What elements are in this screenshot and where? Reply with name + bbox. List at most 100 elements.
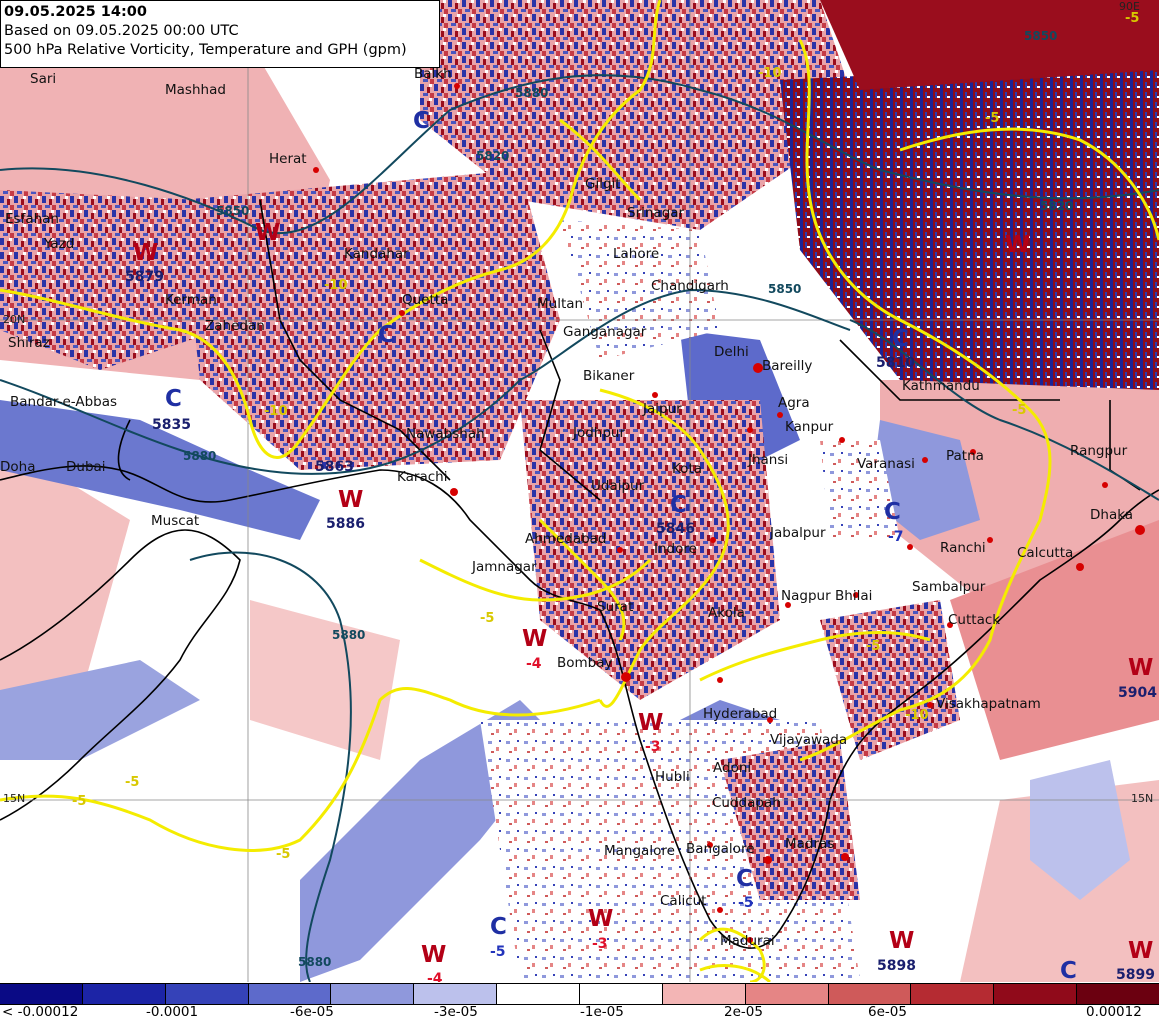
- warm-system-marker: W: [338, 487, 364, 513]
- city-label: Ranchi: [940, 540, 986, 556]
- legend-label: -3e-05: [434, 1004, 478, 1020]
- city-label: Kathmandu: [902, 378, 980, 394]
- legend-swatch: [662, 984, 746, 1004]
- city-label: Ahmedabad: [525, 531, 607, 547]
- legend-swatch: [331, 984, 415, 1004]
- city-label: Hubli: [655, 769, 690, 785]
- legend-swatch: [828, 984, 912, 1004]
- map-area: Sari Mashhad Balkh Herat Esfahan Yazd Ka…: [0, 0, 1159, 982]
- city-label: Balkh: [414, 66, 452, 82]
- city-label: Visakhapatnam: [936, 696, 1041, 712]
- city-label: Sari: [30, 71, 57, 87]
- temp-contour-label: -5: [480, 611, 495, 626]
- warm-system-marker: W: [1128, 938, 1154, 964]
- cold-system-marker: C: [736, 866, 753, 892]
- city-label: Esfahan: [5, 211, 59, 227]
- system-value: -7: [888, 529, 904, 545]
- city-label: Kerman: [165, 292, 217, 308]
- temp-contour-label: -5: [866, 639, 881, 654]
- city-label: Doha: [0, 459, 36, 475]
- vorticity-field: [0, 0, 1159, 982]
- legend-label: 2e-05: [724, 1004, 763, 1020]
- legend-swatch: [414, 984, 498, 1004]
- system-value: 5846: [656, 521, 695, 537]
- warm-system-marker: W: [421, 942, 447, 968]
- legend-swatch: [994, 984, 1078, 1004]
- temp-contour-label: -5: [1012, 403, 1027, 418]
- system-value: 5898: [877, 958, 916, 974]
- legend-swatch: [82, 984, 166, 1004]
- city-label: Karachi: [397, 469, 448, 485]
- legend-label: 0.00012: [1086, 1004, 1142, 1020]
- city-label: Surat: [597, 599, 634, 615]
- color-legend: < -0.00012 -0.0001 -6e-05 -3e-05 -1e-05 …: [0, 982, 1159, 1024]
- cold-system-marker: C: [884, 499, 901, 525]
- city-label: Herat: [269, 151, 307, 167]
- city-label: Patna: [946, 448, 984, 464]
- temp-contour-label: -10: [324, 278, 348, 293]
- warm-system-marker: W: [522, 626, 548, 652]
- legend-label: 6e-05: [868, 1004, 907, 1020]
- gph-contour-label: 5820: [1040, 199, 1074, 213]
- city-label: Muscat: [151, 513, 200, 529]
- city-label: Kandahar: [344, 246, 409, 262]
- city-label: Shiraz: [8, 335, 50, 351]
- system-value: -4: [427, 971, 443, 982]
- city-label: Delhi: [714, 344, 749, 360]
- temp-contour-label: -10: [758, 66, 782, 81]
- city-label: Jhansi: [748, 452, 789, 468]
- city-label: Calcutta: [1017, 545, 1074, 561]
- city-label: Agra: [778, 395, 810, 411]
- system-value: -5: [490, 944, 506, 960]
- valid-time: 09.05.2025 14:00: [4, 4, 147, 20]
- gph-contour-label: 5880: [298, 955, 332, 969]
- city-label: Sambalpur: [912, 579, 986, 595]
- city-label: Madras: [785, 836, 835, 852]
- warm-system-marker: W: [889, 928, 915, 954]
- temp-contour-label: -5: [276, 847, 291, 862]
- cold-system-marker: C: [490, 914, 507, 940]
- city-label: Dhaka: [1090, 507, 1134, 523]
- city-label: Srinagar: [627, 205, 685, 221]
- city-label: Kota: [672, 461, 703, 477]
- city-label: Bandar-e-Abbas: [10, 394, 118, 410]
- system-value: 5886: [326, 516, 365, 532]
- system-value: -3: [645, 739, 661, 755]
- info-box: 09.05.2025 14:00 Based on 09.05.2025 00:…: [0, 0, 440, 68]
- city-label: Madurai: [720, 933, 775, 949]
- city-label: Indore: [654, 541, 697, 557]
- city-label: Multan: [537, 296, 584, 312]
- legend-swatch: [0, 984, 83, 1004]
- city-label: Dubai: [66, 459, 106, 475]
- legend-swatch: [580, 984, 663, 1004]
- gph-contour-label: 5880: [515, 86, 549, 100]
- city-label: Kanpur: [785, 419, 834, 435]
- system-value: 5863: [315, 459, 354, 475]
- city-label: Nagpur: [781, 588, 831, 604]
- temp-contour-label: -5: [125, 775, 140, 790]
- system-value: 5879: [125, 269, 164, 285]
- city-label: Cuddapah: [712, 795, 781, 811]
- warm-system-marker: W: [638, 710, 664, 736]
- warm-system-marker: W: [1005, 232, 1031, 258]
- city-label: Gilgit: [585, 176, 621, 192]
- cold-system-marker: C: [670, 492, 687, 518]
- lat-label: 15N: [3, 792, 26, 805]
- product-name: 500 hPa Relative Vorticity, Temperature …: [4, 42, 407, 58]
- gph-contour-label: 5820: [476, 149, 510, 163]
- legend-label: -0.0001: [146, 1004, 199, 1020]
- city-label: Cuttack: [948, 612, 1001, 628]
- city-label: Yazd: [44, 236, 75, 252]
- city-label: Varanasi: [857, 456, 915, 472]
- city-label: Zahedan: [205, 318, 265, 334]
- city-label: Akola: [708, 605, 745, 621]
- city-label: Jodhpur: [573, 425, 626, 441]
- legend-swatch: [165, 984, 249, 1004]
- city-label: Quetta: [402, 292, 449, 308]
- model-run: Based on 09.05.2025 00:00 UTC: [4, 23, 239, 39]
- legend-label: -6e-05: [290, 1004, 334, 1020]
- city-label: Ganganagar: [563, 324, 647, 340]
- gph-contour-label: 5850: [768, 282, 802, 296]
- city-label: Bikaner: [583, 368, 635, 384]
- gph-contour-label: 5880: [332, 628, 366, 642]
